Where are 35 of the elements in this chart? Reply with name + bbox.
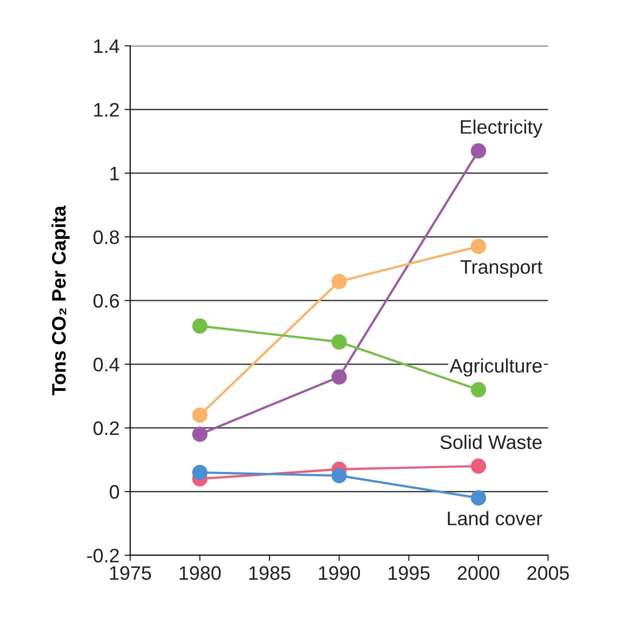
- y-tick-label: 0: [110, 485, 120, 499]
- point: [332, 274, 347, 290]
- point: [470, 143, 486, 159]
- x-tick-label: 1975: [110, 566, 152, 580]
- point: [332, 369, 347, 385]
- y-tick-label: 0.4: [94, 358, 120, 372]
- point: [332, 468, 347, 484]
- series-label: Transport: [460, 260, 542, 278]
- point: [470, 490, 486, 506]
- y-tick-label: 0.8: [94, 230, 119, 244]
- point: [470, 238, 486, 254]
- x-tick-label: 1980: [180, 566, 221, 580]
- y-tick-label: 1.4: [94, 39, 120, 53]
- x-tick-label: 1985: [249, 566, 290, 580]
- point: [470, 458, 486, 474]
- point: [470, 382, 486, 398]
- x-tick-label: 1990: [318, 566, 360, 580]
- x-tick-label: 2005: [527, 566, 569, 580]
- point: [332, 334, 347, 350]
- x-tick-label: 2000: [458, 566, 500, 580]
- y-tick-label: 0.2: [94, 421, 119, 436]
- point: [192, 318, 208, 334]
- series-label: Solid Waste: [440, 434, 542, 450]
- series-label: Electricity: [460, 120, 542, 138]
- series-label: Land cover: [448, 511, 542, 526]
- y-axis-title: Tons CO₂ Per Capita: [51, 205, 70, 396]
- point: [192, 464, 208, 480]
- series-label: Agriculture: [450, 358, 542, 377]
- point: [192, 426, 208, 442]
- y-tick-label: -0.2: [87, 548, 119, 562]
- point: [192, 408, 208, 423]
- x-tick-label: 1995: [388, 566, 430, 580]
- y-tick-label: 1.2: [94, 102, 119, 117]
- y-tick-label: 1: [110, 166, 119, 180]
- y-tick-label: 0.6: [94, 294, 119, 308]
